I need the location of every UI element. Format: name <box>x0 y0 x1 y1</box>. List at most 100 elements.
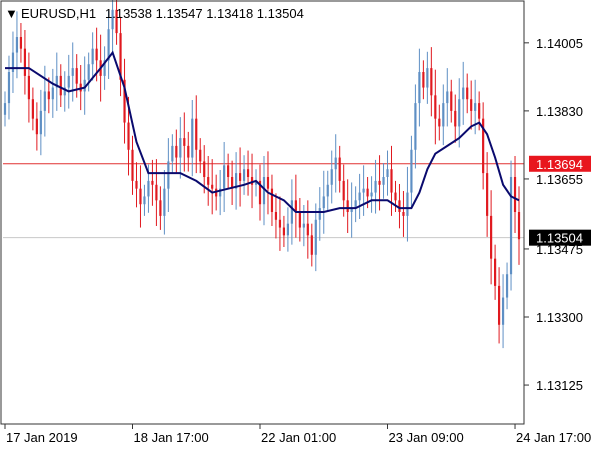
candle <box>91 32 94 81</box>
time-tick-label: 22 Jan 01:00 <box>261 430 336 445</box>
candle <box>362 165 365 216</box>
candle <box>242 155 246 195</box>
candle-body <box>63 87 66 96</box>
candle <box>39 89 42 156</box>
candle <box>326 170 329 211</box>
candle <box>418 48 421 127</box>
time-tick-label: 18 Jan 17:00 <box>134 430 209 445</box>
candle-body <box>501 297 505 325</box>
candle-body <box>35 118 38 135</box>
candle-body <box>402 212 405 216</box>
candle-body <box>219 188 222 197</box>
candle <box>402 191 405 237</box>
candle <box>509 160 513 291</box>
candle <box>490 190 493 285</box>
candle-body <box>486 173 489 216</box>
candle <box>43 65 46 137</box>
candle <box>505 262 509 310</box>
candle-body <box>147 180 150 197</box>
candle-body <box>262 177 266 205</box>
candle <box>258 164 262 221</box>
candle <box>3 91 7 127</box>
candle <box>390 145 393 216</box>
candle-body <box>27 75 30 100</box>
candle-body <box>338 157 341 181</box>
candle-body <box>187 145 190 158</box>
candle <box>434 69 437 145</box>
candle <box>47 77 50 114</box>
candle-body <box>422 72 425 88</box>
candle-body <box>286 223 289 236</box>
candle <box>123 58 126 144</box>
candle <box>63 71 66 112</box>
candle-body <box>163 188 166 216</box>
candle <box>207 156 210 206</box>
candle <box>159 186 162 230</box>
candle-body <box>51 87 54 100</box>
candle <box>11 31 15 93</box>
candle <box>31 87 34 131</box>
candle-body <box>266 177 270 189</box>
candle <box>238 147 242 207</box>
candle-body <box>418 72 421 104</box>
candle-body <box>131 149 134 181</box>
candle-body <box>430 68 433 96</box>
candle <box>59 64 62 107</box>
ohlc-values: 1.13538 1.13547 1.13418 1.13504 <box>105 6 304 21</box>
candle <box>398 184 401 229</box>
candles <box>3 0 521 349</box>
candle-body <box>509 177 513 275</box>
candle <box>35 102 38 151</box>
candle <box>466 73 469 114</box>
candle <box>438 104 441 141</box>
candle-body <box>199 149 202 162</box>
candle-body <box>513 177 517 212</box>
price-tick-label: 1.13830 <box>536 104 583 119</box>
candle <box>306 200 309 259</box>
candle <box>55 52 58 111</box>
candle <box>270 174 274 226</box>
candle-body <box>258 180 262 205</box>
candle-body <box>282 227 286 236</box>
candle-body <box>334 157 337 170</box>
candle <box>167 138 170 212</box>
candle-body <box>227 165 230 177</box>
candle-body <box>119 33 122 80</box>
candle <box>382 163 385 199</box>
candle-body <box>318 208 321 220</box>
candle-body <box>466 87 469 100</box>
candle-body <box>478 103 481 119</box>
candle-body <box>314 219 317 255</box>
candle-body <box>390 169 393 193</box>
candle-body <box>497 285 501 325</box>
candle-body <box>438 118 441 127</box>
candle-body <box>414 103 417 150</box>
candle-body <box>242 169 246 181</box>
candle <box>87 52 90 92</box>
candle-body <box>254 180 258 185</box>
candle <box>254 169 258 197</box>
candle <box>346 179 349 233</box>
candle-body <box>151 180 154 185</box>
plot-frame <box>0 0 525 425</box>
candle <box>27 52 30 123</box>
candle-body <box>75 68 78 84</box>
candle-body <box>470 99 473 111</box>
candle <box>322 170 325 234</box>
candle-body <box>39 110 42 135</box>
candle <box>195 95 198 174</box>
candle <box>111 0 114 53</box>
candle <box>422 60 425 100</box>
candle-body <box>342 180 345 201</box>
candle <box>386 150 389 196</box>
candle-body <box>43 91 46 111</box>
candle <box>7 55 11 120</box>
candle <box>290 179 293 245</box>
candle-body <box>171 145 174 162</box>
candle <box>334 134 337 193</box>
menu-chevron-icon[interactable]: ▼ <box>5 6 18 21</box>
level-badge-label: 1.13694 <box>536 157 583 172</box>
candle-body <box>183 138 186 146</box>
price-axis: 1.14005 1.13830 1.13655 1.13475 1.13300 1.131… <box>524 36 583 393</box>
